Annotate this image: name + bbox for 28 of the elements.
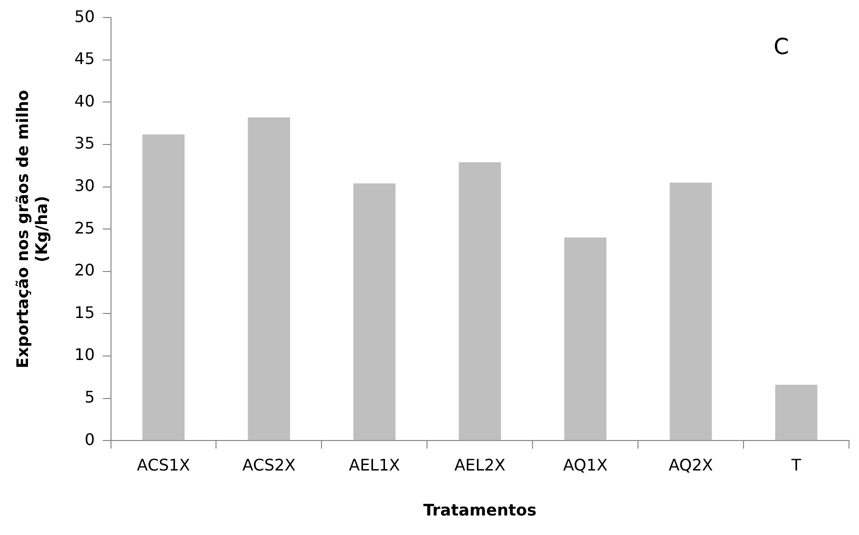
bar — [670, 182, 712, 440]
y-tick-label: 45 — [74, 49, 95, 68]
y-axis-title: Exportação nos grãos de milho (Kg/ha) — [12, 90, 51, 368]
bar — [248, 117, 290, 440]
y-tick-label: 10 — [74, 345, 95, 364]
bar — [564, 238, 606, 440]
annotation: C — [774, 35, 789, 60]
y-tick-label: 15 — [74, 302, 95, 322]
x-tick-label: ACS2X — [242, 455, 296, 474]
y-tick-label: 20 — [74, 260, 95, 280]
x-tick-label: AQ1X — [563, 455, 608, 474]
bar — [775, 384, 818, 440]
y-tick-label: 35 — [74, 134, 95, 153]
y-tick-label: 50 — [74, 6, 95, 26]
x-tick-label: T — [790, 455, 802, 474]
x-tick-label: AEL2X — [454, 455, 506, 474]
bar — [353, 183, 396, 440]
x-tick-label: ACS1X — [136, 455, 190, 474]
y-tick-label: 5 — [84, 387, 95, 406]
y-tick-label: 30 — [74, 176, 95, 195]
bar — [458, 162, 501, 440]
y-tick-label: 25 — [74, 218, 95, 238]
bar — [142, 134, 185, 440]
y-tick-label: 0 — [84, 430, 95, 449]
x-tick-label: AEL1X — [348, 455, 400, 474]
x-axis-title: Tratamentos — [423, 500, 537, 520]
y-tick-label: 40 — [74, 91, 95, 110]
x-tick-label: AQ2X — [668, 455, 714, 474]
